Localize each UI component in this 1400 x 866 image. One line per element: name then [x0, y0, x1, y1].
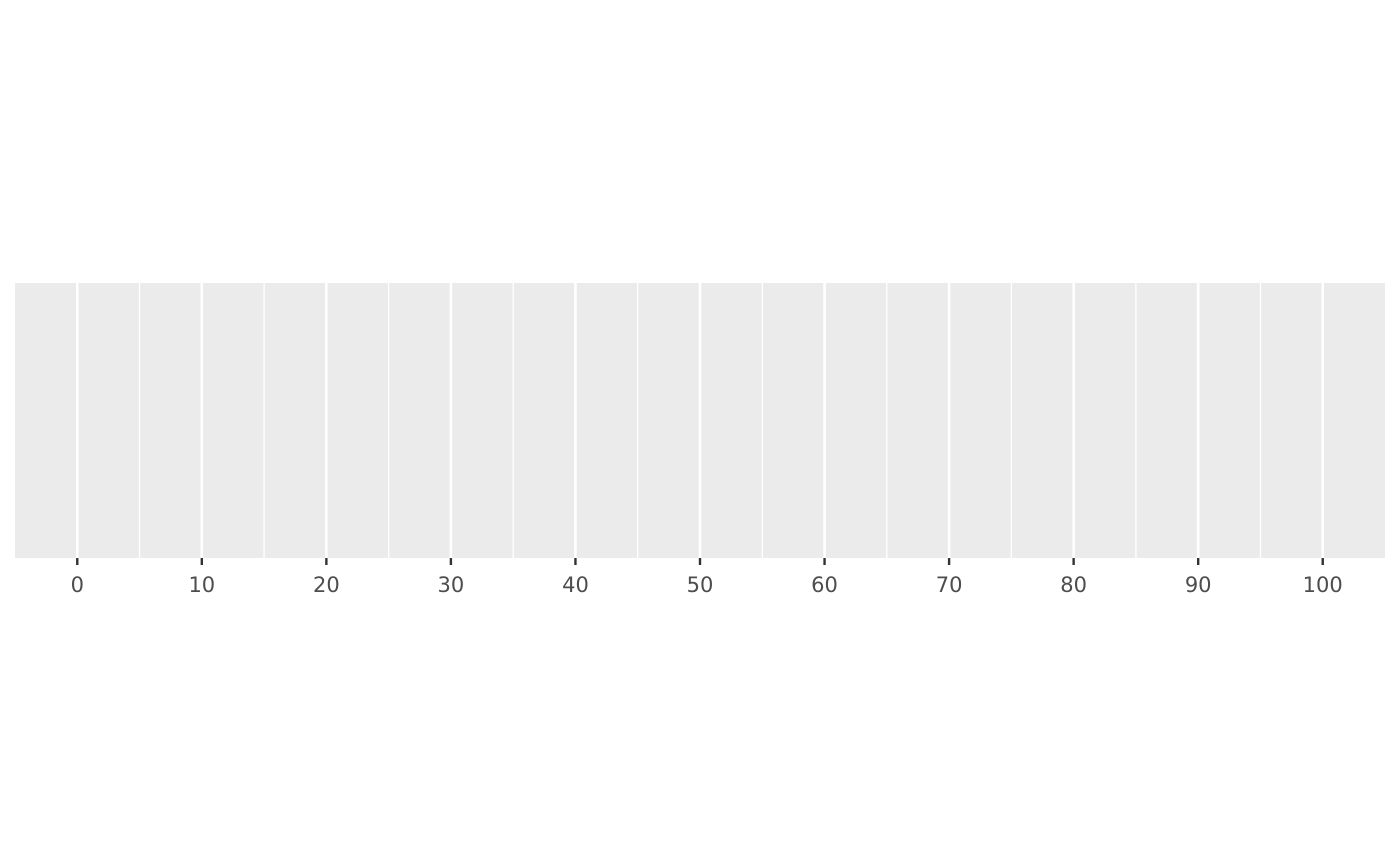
x-tick-label-50: 50: [687, 573, 714, 597]
x-tick-label-40: 40: [562, 573, 589, 597]
x-tick-label-0: 0: [71, 573, 84, 597]
x-tick-label-60: 60: [811, 573, 838, 597]
x-tick-label-90: 90: [1185, 573, 1212, 597]
x-tick-label-80: 80: [1060, 573, 1087, 597]
x-tick-label-30: 30: [438, 573, 465, 597]
x-tick-label-10: 10: [188, 573, 215, 597]
x-axis-tick-marks: [76, 558, 1324, 565]
x-axis-tick-labels: 0 10 20 30 40 50 60 70 80 90 100: [71, 573, 1343, 597]
x-tick-label-100: 100: [1303, 573, 1343, 597]
x-tick-label-20: 20: [313, 573, 340, 597]
x-tick-label-70: 70: [936, 573, 963, 597]
major-gridlines: [75, 283, 1325, 558]
minor-gridlines: [138, 283, 1262, 558]
